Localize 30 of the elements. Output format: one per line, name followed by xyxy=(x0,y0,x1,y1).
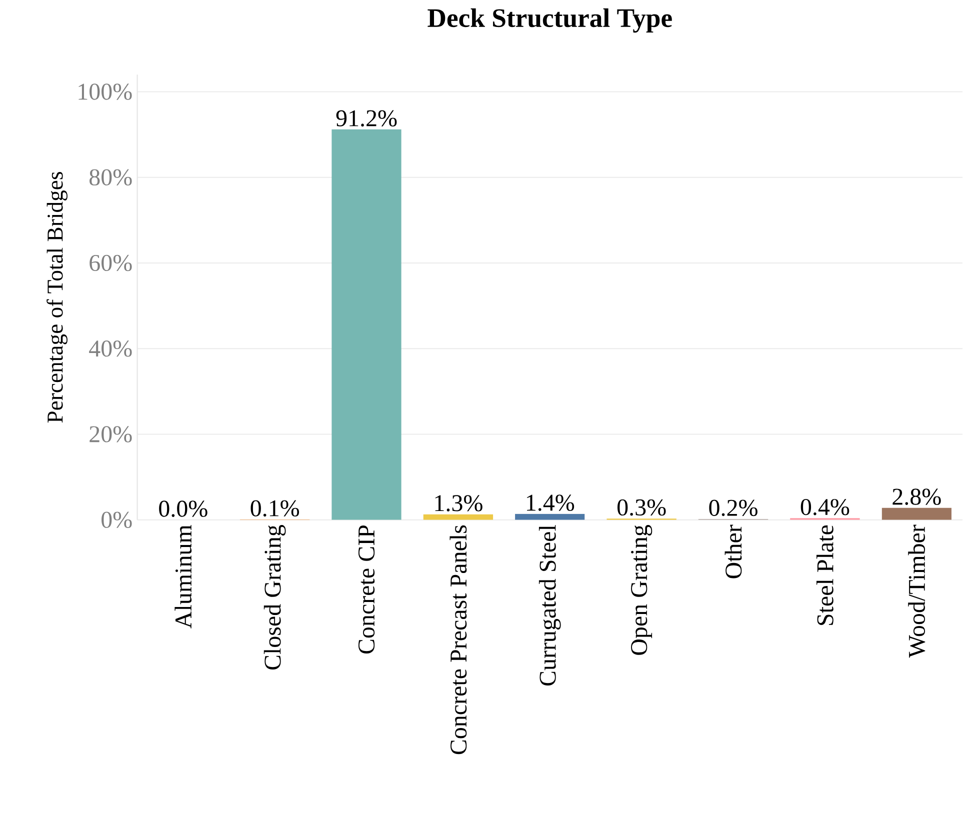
y-axis-title: Percentage of Total Bridges xyxy=(46,172,68,422)
x-tick-label: Concrete CIP xyxy=(358,525,375,654)
data-label: 0.4% xyxy=(800,498,850,515)
data-label: 2.8% xyxy=(892,488,941,505)
x-tick-label: Steel Plate xyxy=(816,525,834,625)
y-tick-label: 0% xyxy=(102,512,132,528)
x-tick-label: Currugated Steel xyxy=(538,524,561,686)
y-tick-label: 60% xyxy=(90,254,132,271)
chart-title: Deck Structural Type xyxy=(428,8,672,32)
x-tick-label: Open Grating xyxy=(631,524,652,655)
y-tick-label: 80% xyxy=(90,169,132,186)
data-label: 0.2% xyxy=(709,500,758,516)
bar xyxy=(332,129,402,520)
bar xyxy=(515,514,585,520)
x-tick-label: Closed Grating xyxy=(264,524,286,670)
bar xyxy=(423,514,494,520)
data-label: 1.4% xyxy=(527,494,574,511)
y-tick-label: 20% xyxy=(90,426,132,442)
x-tick-label: Wood/Timber xyxy=(908,524,926,658)
data-label: 0.0% xyxy=(159,500,208,517)
y-tick-label: 40% xyxy=(89,340,132,357)
data-label: 0.1% xyxy=(250,500,300,516)
data-label: 1.3% xyxy=(435,494,482,512)
x-tick-label: Aluminum xyxy=(174,524,192,628)
data-label: 91.2% xyxy=(336,110,397,126)
x-tick-label: Concrete Precast Panels xyxy=(450,525,467,754)
y-tick-label: 100% xyxy=(78,83,132,100)
data-label: 0.3% xyxy=(618,499,666,516)
x-tick-label: Other xyxy=(724,524,742,578)
bar xyxy=(882,508,952,520)
